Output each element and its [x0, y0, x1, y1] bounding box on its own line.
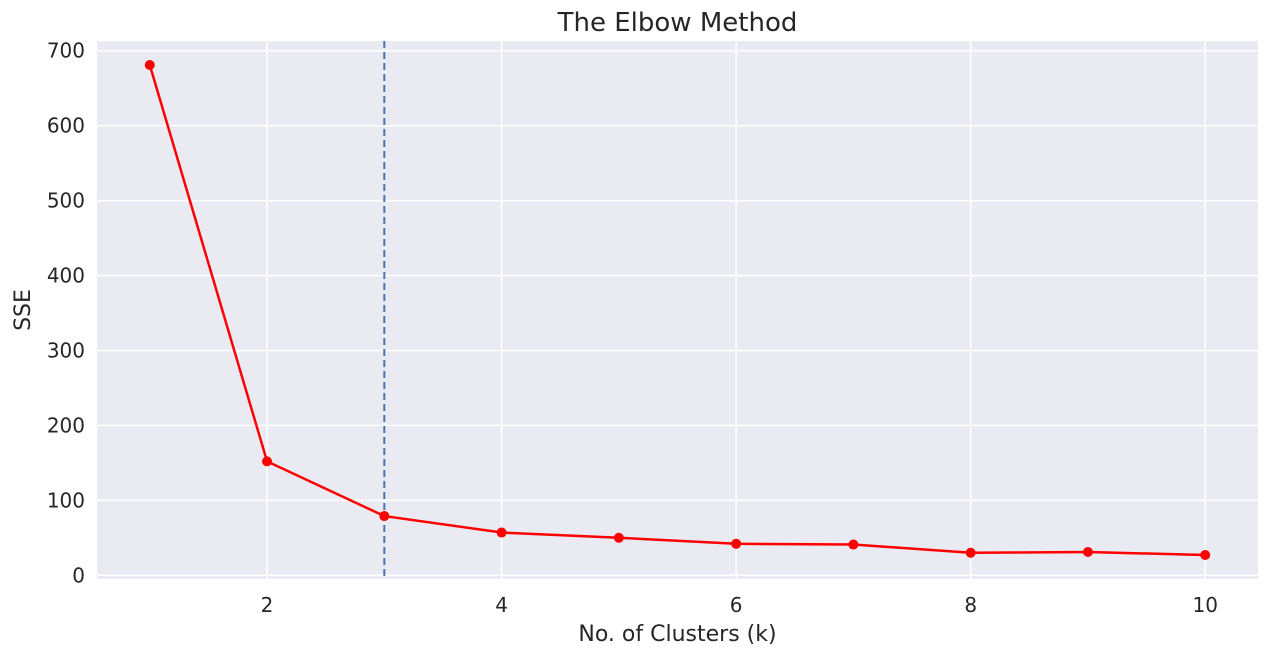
plot-area	[97, 41, 1258, 579]
data-point	[613, 532, 624, 543]
x-tick-label: 8	[964, 593, 977, 617]
x-tick-label: 4	[495, 593, 508, 617]
data-point	[1082, 547, 1093, 558]
y-axis-label: SSE	[11, 289, 36, 331]
y-tick-label: 300	[47, 338, 85, 362]
data-point	[965, 547, 976, 558]
data-point	[144, 59, 155, 70]
x-axis-label: No. of Clusters (k)	[578, 622, 776, 647]
y-tick-label: 600	[47, 114, 85, 138]
x-tick-label: 10	[1193, 593, 1218, 617]
y-tick-labels: 0 100 200 300 400 500 600 700	[47, 39, 85, 588]
data-point	[848, 539, 859, 550]
series-layer	[144, 59, 1211, 561]
x-tick-label: 6	[730, 593, 743, 617]
y-tick-label: 700	[47, 39, 85, 63]
y-tick-label: 500	[47, 189, 85, 213]
data-point	[496, 527, 507, 538]
data-point	[379, 511, 390, 522]
y-tick-label: 100	[47, 488, 85, 512]
x-tick-label: 2	[261, 593, 274, 617]
y-tick-label: 0	[72, 563, 85, 587]
y-tick-label: 400	[47, 264, 85, 288]
series-line	[148, 64, 1206, 557]
y-tick-label: 200	[47, 413, 85, 437]
data-point	[262, 456, 273, 467]
x-tick-labels: 2 4 6 8 10	[261, 593, 1218, 617]
chart-title: The Elbow Method	[557, 8, 798, 38]
grid-lines	[97, 41, 1258, 579]
data-point	[1200, 550, 1211, 561]
data-point	[731, 538, 742, 549]
